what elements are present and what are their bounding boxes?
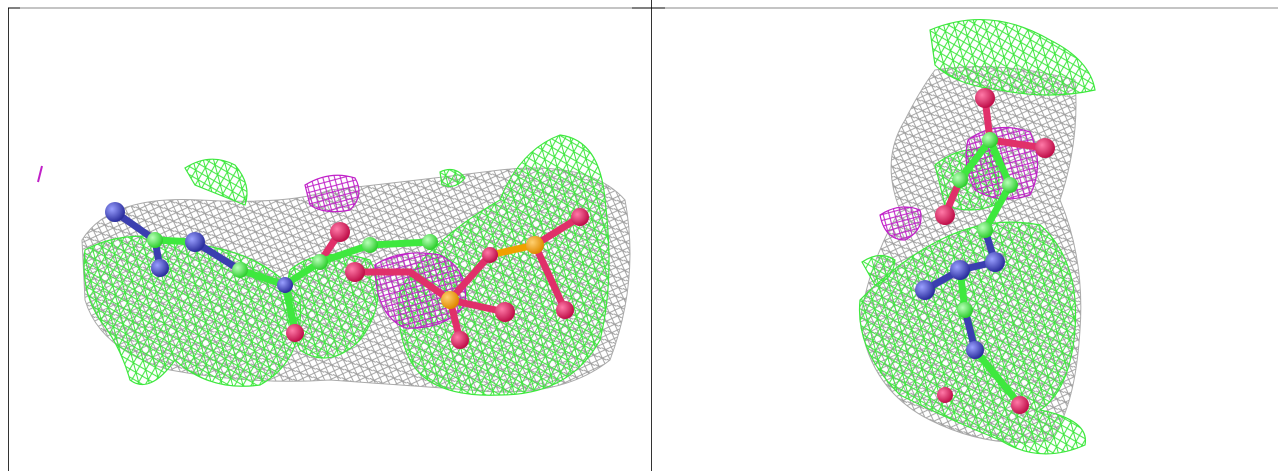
atom [286,324,304,342]
green-mesh [929,18,1096,96]
green-mesh [861,254,896,286]
atom [362,237,378,253]
atoms [105,202,589,349]
atom [1011,396,1029,414]
atom [1035,138,1055,158]
magenta-mesh [879,206,922,241]
atom [330,222,350,242]
atom [985,252,1005,272]
atom [482,247,498,263]
atom [232,262,248,278]
green-mesh [184,158,248,206]
atom [185,232,205,252]
atom [937,387,953,403]
green-mesh [439,168,466,188]
atom [526,236,544,254]
bond [316,241,374,266]
left-view [37,134,631,396]
bond [366,238,434,249]
atom [950,260,970,280]
atom [571,208,589,226]
magenta-mesh [304,174,360,213]
magenta-mark [37,165,43,183]
atom [151,259,169,277]
right-view [858,18,1096,455]
atom [422,234,438,250]
atom [975,88,995,108]
atom [935,205,955,225]
bond [956,136,994,184]
atom [982,132,998,148]
atom [556,301,574,319]
atom [277,277,293,293]
atom [312,254,328,270]
atom [451,331,469,349]
atom [957,302,973,318]
bond [971,346,1024,409]
atom [915,280,935,300]
atom [966,341,984,359]
frame [8,0,1278,471]
atom [495,302,515,322]
bond [981,181,1014,234]
atoms [915,88,1055,414]
bond [986,136,1014,189]
atom [147,232,163,248]
atom [1002,177,1018,193]
atom [952,172,968,188]
atom [977,222,993,238]
atom [345,262,365,282]
atom [105,202,125,222]
green-mesh [398,134,610,396]
bond [446,251,494,304]
atom [441,291,459,309]
bond [531,241,569,314]
